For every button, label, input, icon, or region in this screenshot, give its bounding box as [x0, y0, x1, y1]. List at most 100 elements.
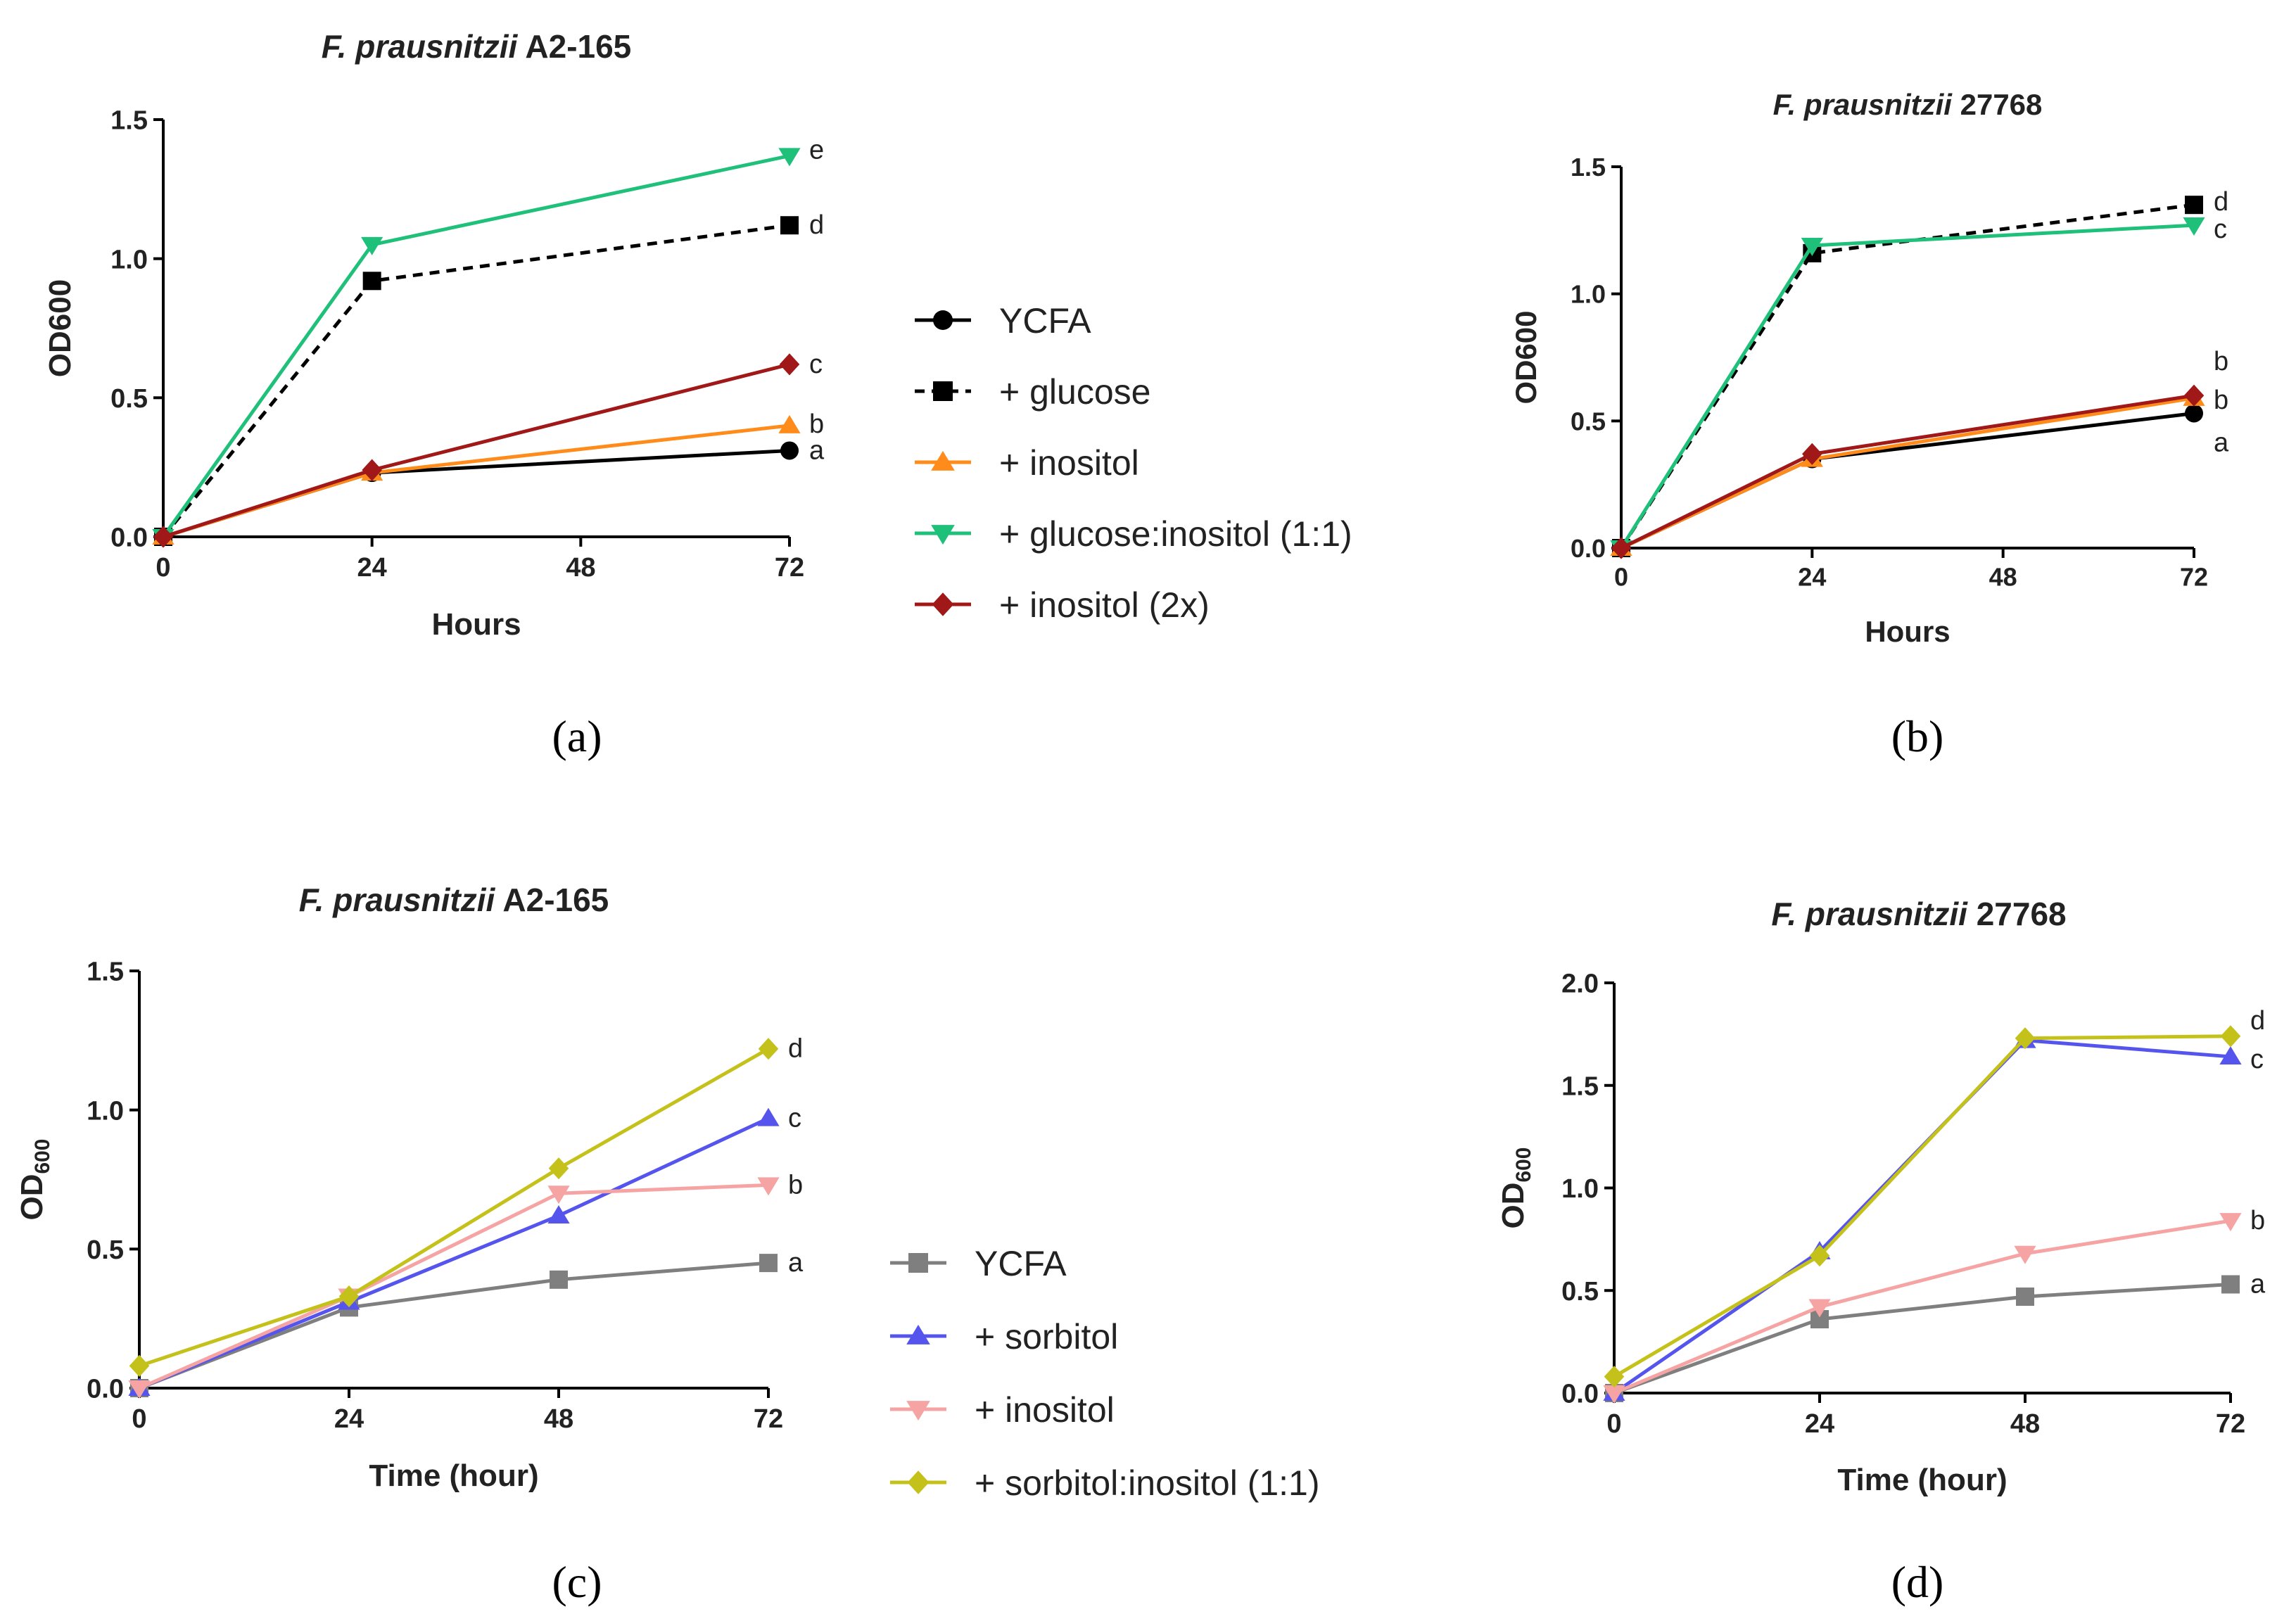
- series-0: a: [1612, 404, 2229, 557]
- legend-label: YCFA: [999, 301, 1091, 341]
- significance-letter: d: [2250, 1006, 2265, 1036]
- x-tick-label: 0: [1614, 563, 1628, 592]
- x-axis-label: Hours: [1865, 615, 1950, 648]
- legend-label: + sorbitol:inositol (1:1): [975, 1463, 1320, 1503]
- chart-title-strain: 27768: [1977, 896, 2067, 932]
- legend-label: + inositol (2x): [999, 585, 1210, 625]
- y-tick-label: 1.5: [87, 958, 124, 987]
- legend-marker: [931, 525, 955, 545]
- significance-letter: d: [788, 1034, 803, 1064]
- data-point-2: [547, 1185, 570, 1204]
- series-line-1: [139, 1117, 770, 1390]
- y-tick-label: 0.0: [87, 1375, 124, 1404]
- series-line-3: [139, 1047, 770, 1368]
- series-1: c: [128, 1104, 801, 1397]
- y-axis-label-main: OD: [1496, 1182, 1530, 1228]
- y-tick-label: 1.0: [1561, 1174, 1599, 1204]
- legend-label: + sorbitol: [975, 1317, 1118, 1356]
- significance-letter: a: [788, 1248, 804, 1278]
- series-line-0: [139, 1261, 769, 1390]
- y-axis-label-main: OD600: [1509, 310, 1542, 404]
- series-2: b: [1603, 1206, 2265, 1404]
- y-axis-label-subscript: 600: [1512, 1148, 1535, 1183]
- significance-letter: c: [2250, 1045, 2264, 1074]
- series-3: d: [1604, 1006, 2265, 1388]
- data-point-4: [1611, 537, 1632, 559]
- y-tick-label: 1.0: [1571, 280, 1606, 309]
- data-point-3: [2015, 1027, 2036, 1050]
- significance-letter: b: [788, 1170, 803, 1200]
- legend-label: + inositol: [975, 1390, 1115, 1430]
- data-point-1: [547, 1204, 570, 1223]
- legend-marker: [907, 1470, 930, 1494]
- data-point-0: [759, 1254, 778, 1273]
- chart-title-space: [1952, 88, 1960, 121]
- data-point-4: [153, 526, 174, 548]
- data-point-4: [1802, 443, 1822, 465]
- data-point-0: [550, 1270, 568, 1289]
- legend-marker: [931, 450, 955, 471]
- series-0: a: [1605, 1270, 2266, 1402]
- x-tick-label: 48: [544, 1404, 573, 1434]
- y-tick-label: 1.5: [1571, 153, 1606, 182]
- series-0: a: [154, 436, 825, 546]
- chart-title-species: F. prausnitzii: [299, 882, 496, 918]
- legend-label: + glucose: [999, 372, 1150, 412]
- y-tick-label: 0.5: [1561, 1277, 1599, 1307]
- panel-b: F. prausnitzii 27768 0.0 0.5 1.0 1.5 0 24 48 72 H…: [1509, 88, 2229, 761]
- legend-marker: [932, 592, 954, 616]
- significance-letter: b: [2214, 386, 2228, 415]
- series-1: c: [1603, 1029, 2264, 1401]
- panel-label: (d): [1891, 1557, 1944, 1607]
- significance-letter: c: [809, 350, 823, 379]
- x-axis-label: Time (hour): [369, 1458, 538, 1493]
- data-point-2: [757, 1177, 780, 1196]
- y-tick-label: 2.0: [1561, 970, 1599, 999]
- data-point-3: [361, 236, 383, 255]
- legend-marker: [908, 1253, 928, 1273]
- data-point-3: [129, 1354, 150, 1377]
- chart-title-space: [517, 28, 525, 65]
- y-tick-label: 0.5: [1571, 407, 1606, 436]
- series-line-1: [162, 223, 790, 538]
- x-tick-label: 48: [1989, 563, 2017, 592]
- y-tick-label: 0.0: [1571, 534, 1606, 563]
- y-tick-label: 0.5: [87, 1235, 124, 1265]
- y-tick-label: 1.0: [87, 1096, 124, 1126]
- significance-letter: b: [2214, 347, 2228, 376]
- panel-label: (c): [552, 1557, 602, 1607]
- series-line-0: [163, 448, 790, 539]
- y-axis-label: OD600: [15, 1139, 54, 1221]
- data-point-3: [2220, 1025, 2241, 1048]
- series-3: e: [152, 135, 824, 547]
- data-point-3: [338, 1285, 360, 1308]
- y-tick-label: 0.5: [110, 384, 148, 414]
- data-point-3: [1604, 1366, 1625, 1388]
- significance-letter: c: [788, 1104, 801, 1133]
- data-point-0: [2185, 404, 2203, 423]
- series-1: d: [1612, 187, 2228, 557]
- data-point-4: [2183, 384, 2205, 407]
- significance-letter: b: [809, 409, 824, 439]
- series-4: c: [153, 350, 823, 548]
- series-line-4: [163, 362, 790, 539]
- chart-title-space: [1967, 896, 1977, 932]
- chart-title: F. prausnitzii A2-165: [299, 882, 609, 918]
- x-tick-label: 72: [2216, 1409, 2245, 1439]
- legend-label: YCFA: [975, 1244, 1067, 1283]
- data-point-1: [780, 216, 799, 235]
- data-point-1: [362, 272, 381, 291]
- x-tick-label: 0: [156, 553, 170, 583]
- x-tick-label: 72: [2180, 563, 2208, 592]
- data-point-2: [778, 414, 801, 433]
- series-2: b: [152, 409, 824, 545]
- x-tick-label: 0: [1606, 1409, 1621, 1439]
- x-tick-label: 48: [566, 553, 595, 583]
- series-line-2: [138, 1183, 769, 1390]
- significance-letter: a: [2250, 1270, 2266, 1299]
- x-tick-label: 24: [1805, 1409, 1834, 1439]
- chart-title-species: F. prausnitzii: [1773, 88, 1953, 121]
- series-line-3: [1613, 1034, 2231, 1378]
- data-point-2: [128, 1380, 151, 1399]
- chart-title: F. prausnitzii 27768: [1771, 896, 2066, 932]
